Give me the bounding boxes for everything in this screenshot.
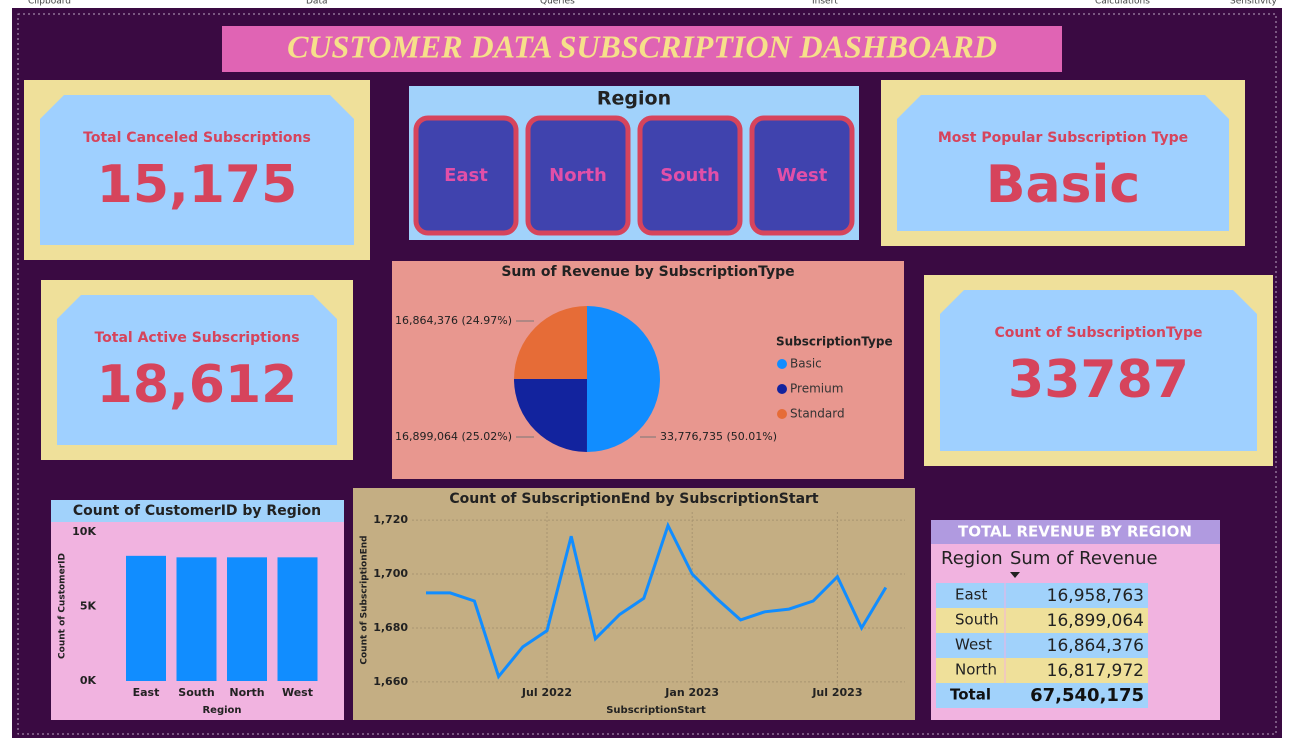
table-row-bg (936, 583, 1148, 608)
title-box (222, 26, 1062, 72)
slicer-button[interactable] (749, 115, 855, 236)
y-tick-label: 1,700 (373, 567, 408, 580)
pie-slice (514, 378, 587, 452)
x-tick-label: North (229, 686, 264, 699)
table-row-bg (936, 658, 1148, 683)
slicer-button[interactable] (525, 115, 631, 236)
slicer-button[interactable] (637, 115, 743, 236)
chart-title: Count of SubscriptionEnd by Subscription… (449, 491, 819, 507)
chart-title: Sum of Revenue by SubscriptionType (501, 264, 794, 280)
data-label: 33,776,735 (50.01%) (660, 430, 777, 443)
card-panel (40, 95, 354, 245)
table-cell: West (955, 636, 992, 654)
y-tick-label: 0K (80, 674, 97, 687)
table-cell: 16,958,763 (1047, 586, 1144, 606)
slicer-option[interactable]: North (549, 165, 607, 186)
table-cell: East (955, 586, 987, 604)
ribbon-label: Data (306, 0, 328, 7)
ribbon-label: Sensitivity (1230, 0, 1278, 7)
table-cell: 16,817,972 (1047, 661, 1144, 681)
line-series (426, 521, 888, 680)
table-cell: North (955, 661, 997, 679)
y-tick-label: 10K (72, 525, 96, 538)
data-label: 16,864,376 (24.97%) (395, 314, 512, 327)
table-cell: 16,899,064 (1047, 611, 1144, 631)
x-tick-label: Jul 2022 (521, 686, 572, 699)
canvas-border (17, 13, 1277, 735)
sort-indicator (1010, 572, 1020, 578)
column-header: Region (941, 548, 1003, 569)
y-tick-label: 5K (80, 600, 97, 613)
table-cell: South (955, 611, 999, 629)
y-axis-title: Count of SubscriptionEnd (360, 535, 370, 664)
y-axis-title: Count of CustomerID (58, 553, 68, 659)
bar (126, 555, 166, 681)
ribbon-label: Queries (540, 0, 575, 7)
ribbon-label: Clipboard (28, 0, 71, 7)
legend-title: SubscriptionType (776, 335, 893, 349)
x-tick-label: West (282, 686, 313, 699)
ribbon-label: Insert (812, 0, 838, 7)
x-tick-label: South (178, 686, 214, 699)
bar (277, 557, 318, 681)
y-tick-label: 1,680 (373, 621, 408, 634)
y-tick-label: 1,660 (373, 675, 408, 688)
slicer-button[interactable] (413, 115, 519, 236)
pie-slice (514, 306, 587, 379)
x-axis-title: Region (202, 705, 241, 716)
chart-title: Count of CustomerID by Region (73, 503, 321, 519)
card-value: Basic (986, 155, 1140, 215)
chart-title-bar (51, 500, 344, 522)
table-row-bg (936, 608, 1148, 633)
table-row-bg (936, 633, 1148, 658)
card-value: 15,175 (97, 155, 298, 215)
x-axis-title: SubscriptionStart (606, 705, 706, 716)
slicer-option[interactable]: South (660, 165, 720, 186)
y-tick-label: 1,720 (373, 513, 408, 526)
slicer-option[interactable]: East (444, 165, 488, 186)
bar (176, 557, 217, 681)
x-tick-label: Jul 2023 (811, 686, 862, 699)
dashboard-title: CUSTOMER DATA SUBSCRIPTION DASHBOARD (287, 28, 997, 64)
card-panel (940, 290, 1257, 451)
card-panel (57, 295, 337, 445)
card-label: Count of SubscriptionType (994, 325, 1202, 341)
data-label: 16,899,064 (25.02%) (395, 430, 512, 443)
legend-label: Standard (790, 407, 845, 421)
ribbon (0, 0, 1294, 7)
table-cell: 16,864,376 (1047, 636, 1144, 656)
legend-swatch (777, 384, 787, 394)
slicer-option[interactable]: West (777, 165, 828, 186)
x-tick-label: Jan 2023 (664, 686, 719, 699)
card-value: 18,612 (97, 355, 298, 415)
legend-swatch (777, 359, 787, 369)
card-label: Total Active Subscriptions (94, 330, 299, 346)
slicer-title: Region (597, 88, 671, 110)
table-title-bar (931, 520, 1220, 544)
pie-slice (586, 306, 660, 453)
bar (227, 557, 267, 681)
table-title: TOTAL REVENUE BY REGION (958, 523, 1192, 541)
card-label: Most Popular Subscription Type (938, 130, 1188, 146)
card-value: 33787 (1008, 350, 1189, 410)
column-header: Sum of Revenue (1010, 548, 1158, 569)
legend-label: Basic (790, 357, 822, 371)
table-total-bg (936, 683, 1148, 708)
card-label: Total Canceled Subscriptions (83, 130, 311, 146)
ribbon-label: Calculations (1095, 0, 1150, 7)
legend-label: Premium (790, 382, 843, 396)
table-total-label: Total (950, 686, 991, 704)
x-tick-label: East (133, 686, 160, 699)
card-panel (897, 95, 1229, 231)
legend-swatch (777, 409, 787, 419)
table-total-value: 67,540,175 (1030, 685, 1144, 706)
